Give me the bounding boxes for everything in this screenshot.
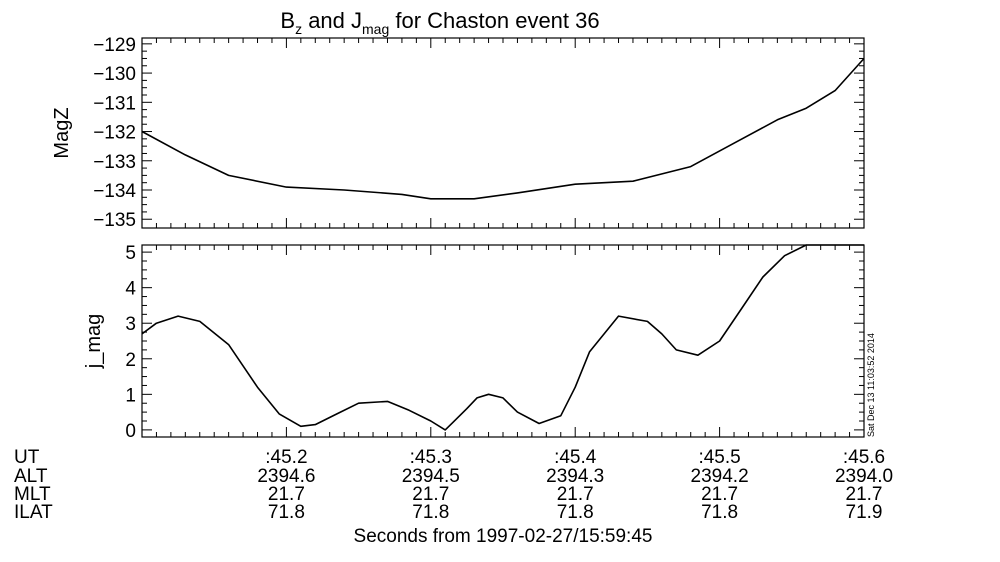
- jmag-ytick-label: 4: [125, 279, 136, 300]
- magz-series-line: [141, 57, 865, 200]
- info-row-value: 71.8: [557, 502, 594, 523]
- info-row-value: 2394.3: [546, 466, 604, 487]
- magz-axis-ticks: −129 −130 −131 −132 −133 −134 −135: [93, 35, 865, 231]
- jmag-ytick-label: 3: [125, 314, 136, 335]
- magz-ytick-label: −132: [93, 123, 136, 144]
- info-row-value: 2394.2: [691, 466, 749, 487]
- info-row-value: 21.7: [268, 484, 305, 505]
- chart-title: Bz and Jmag for Chaston event 36: [280, 8, 599, 37]
- jmag-ylabel: j_mag: [83, 314, 105, 369]
- magz-ytick-label: −130: [93, 64, 136, 85]
- info-row-value: 71.9: [846, 502, 883, 523]
- jmag-plot-frame: [141, 244, 865, 438]
- jmag-ytick-label: 0: [125, 421, 136, 442]
- jmag-axis-ticks: 0 1 2 3 4 5: [125, 243, 865, 442]
- magz-ytick-label: −134: [93, 181, 136, 202]
- x-axis-label: Seconds from 1997-02-27/15:59:45: [354, 526, 653, 547]
- jmag-series: [141, 244, 864, 431]
- info-row-value: :45.3: [410, 447, 452, 468]
- info-row-value: :45.6: [843, 447, 885, 468]
- jmag-ytick-label: 1: [125, 385, 136, 406]
- orbit-info-table: UT :45.2 :45.3 :45.4 :45.5 :45.6 ALT 2394.6 2394…: [14, 447, 893, 523]
- info-row-value: 2394.0: [835, 466, 893, 487]
- info-row-value: :45.4: [554, 447, 597, 468]
- info-row-label: MLT: [14, 484, 51, 505]
- jmag-panel: 0 1 2 3 4 5 j_mag: [83, 243, 865, 442]
- timestamp-label: Sat Dec 13 11:03:52 2014: [866, 333, 876, 437]
- info-row-value: :45.2: [265, 447, 307, 468]
- info-row-label: ILAT: [14, 502, 53, 523]
- jmag-series-line: [141, 244, 864, 431]
- info-row-label: UT: [14, 447, 40, 468]
- info-row-label: ALT: [14, 466, 48, 487]
- info-row-value: 71.8: [701, 502, 738, 523]
- magz-ytick-label: −129: [93, 35, 136, 56]
- magz-ytick-label: −133: [93, 152, 136, 173]
- magz-panel: −129 −130 −131 −132 −133 −134 −135 MagZ: [51, 35, 865, 231]
- info-row-value: 21.7: [412, 484, 449, 505]
- magz-ytick-label: −135: [93, 210, 136, 231]
- info-row-value: 2394.5: [402, 466, 460, 487]
- info-row-value: :45.5: [698, 447, 740, 468]
- magz-ylabel: MagZ: [51, 107, 73, 158]
- info-row-value: 71.8: [268, 502, 305, 523]
- info-row-value: 21.7: [846, 484, 883, 505]
- info-row-value: 21.7: [701, 484, 738, 505]
- jmag-ytick-label: 5: [125, 243, 136, 264]
- info-row-value: 2394.6: [257, 466, 315, 487]
- magz-ytick-label: −131: [93, 93, 136, 114]
- info-row-value: 21.7: [557, 484, 594, 505]
- magz-series: [141, 57, 865, 200]
- info-row-value: 71.8: [412, 502, 449, 523]
- jmag-ytick-label: 2: [125, 350, 136, 371]
- magz-plot-frame: [141, 37, 865, 229]
